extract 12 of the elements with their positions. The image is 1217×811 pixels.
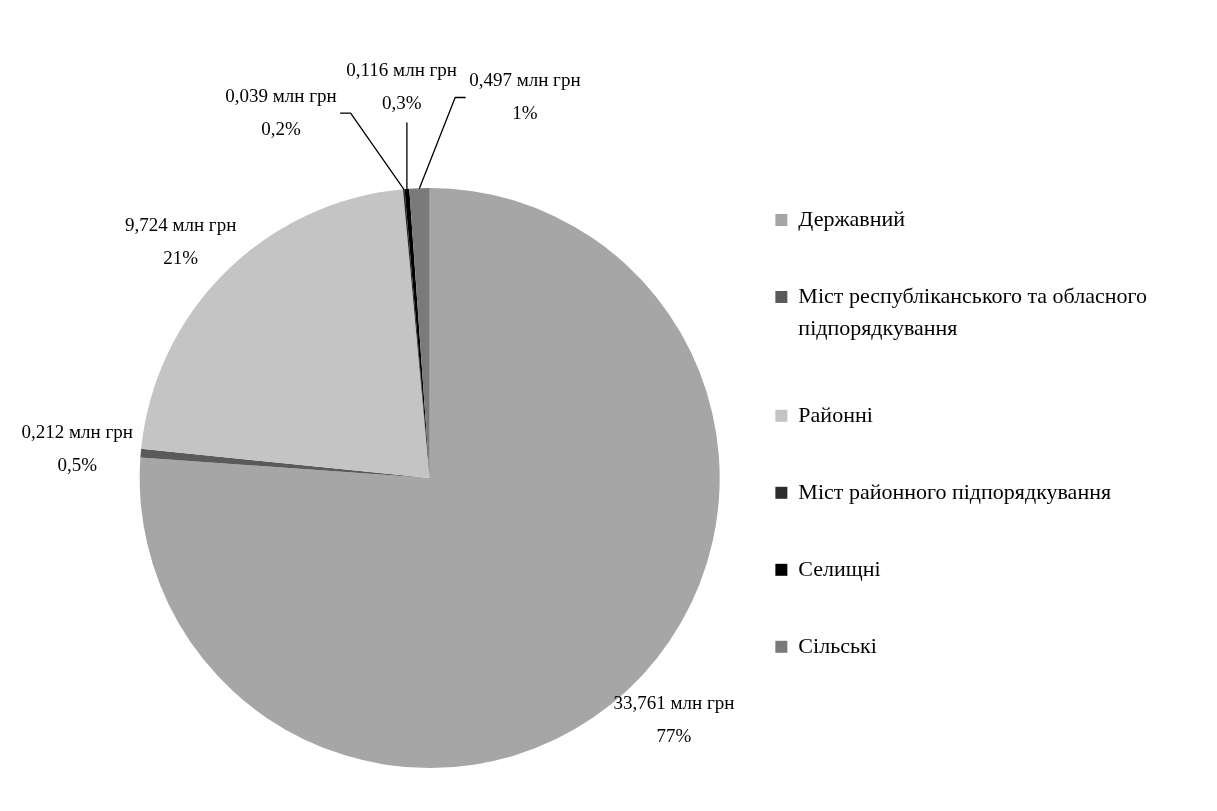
data-label: 0,116 млн грн 0,3% — [346, 59, 458, 114]
data-label: 0,212 млн грн 0,5% — [21, 421, 133, 476]
legend-label: Державний — [798, 205, 906, 231]
legend-label: Селищні — [798, 555, 881, 581]
data-label: 0,039 млн грн 0,2% — [225, 84, 337, 139]
legend-label: Сільські — [798, 632, 877, 658]
legend-label: Міст районного підпорядкування — [798, 478, 1112, 504]
data-label: 9,724 млн грн 21% — [124, 214, 237, 269]
legend-label: Районні — [798, 401, 873, 427]
legend-label: Міст республіканського та обласного підпорядкування — [798, 282, 1147, 340]
data-label: 0,497 млн грн 1% — [469, 68, 581, 123]
data-label: 33,761 млн грн 77% — [613, 691, 735, 746]
